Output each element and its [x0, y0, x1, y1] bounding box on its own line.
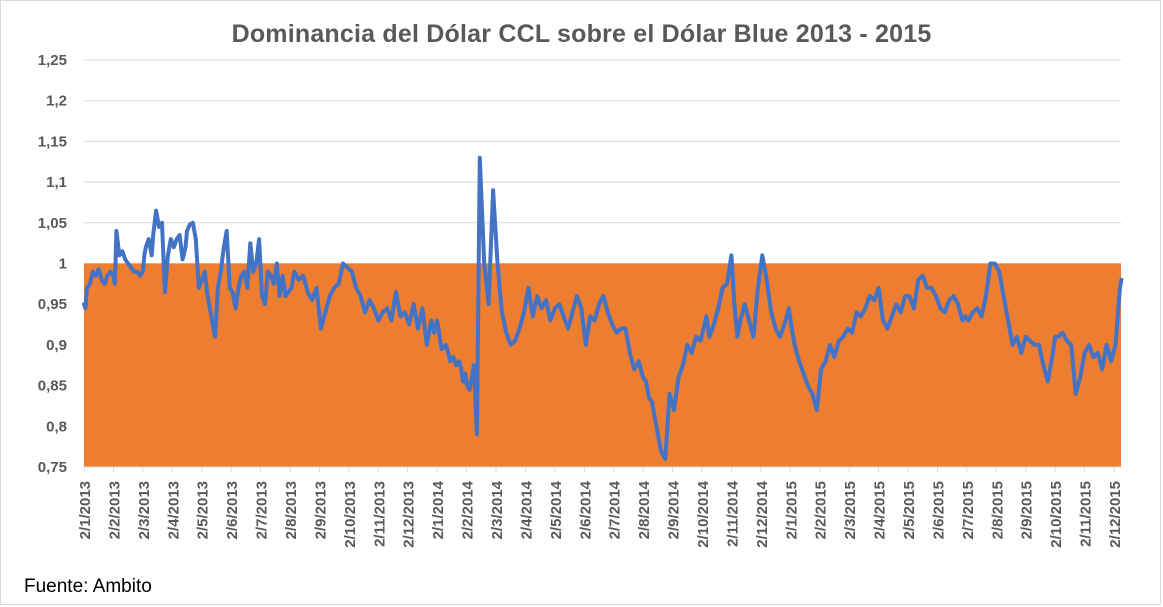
x-tick-label: 2/10/2015: [1048, 481, 1065, 548]
x-tick-label: 2/4/2013: [165, 481, 182, 539]
x-tick-label: 2/6/2015: [930, 481, 947, 539]
x-tick-label: 2/4/2014: [518, 480, 535, 539]
x-tick-label: 2/2/2013: [106, 481, 123, 539]
series-line: [82, 155, 1124, 461]
x-tick-label: 2/8/2014: [636, 480, 653, 539]
y-tick-label: 0,75: [38, 459, 67, 476]
x-tick-label: 2/1/2015: [783, 481, 800, 539]
x-tick-label: 2/6/2014: [577, 480, 594, 539]
chart-title: Dominancia del Dólar CCL sobre el Dólar …: [231, 20, 932, 48]
x-tick-label: 2/5/2014: [548, 480, 565, 539]
x-tick-label: 2/5/2013: [195, 481, 212, 539]
y-tick-label: 0,85: [38, 378, 67, 395]
source-note: Fuente: Ambito: [24, 576, 152, 597]
x-tick-label: 2/2/2015: [813, 481, 830, 539]
x-tick-label: 2/6/2013: [224, 481, 241, 539]
y-tick-label: 1: [59, 256, 67, 273]
x-tick-label: 2/3/2014: [489, 480, 506, 539]
x-tick-label: 2/9/2015: [1019, 481, 1036, 539]
x-tick-label: 2/1/2013: [77, 481, 94, 539]
x-tick-label: 2/3/2013: [136, 481, 153, 539]
y-tick-label: 1,15: [38, 133, 67, 150]
x-tick-label: 2/7/2015: [960, 481, 977, 539]
y-tick-label: 1,25: [38, 52, 67, 69]
y-tick-label: 0,8: [46, 418, 67, 435]
y-tick-label: 1,2: [46, 93, 67, 110]
x-tick-label: 2/9/2013: [312, 481, 329, 539]
x-tick-label: 2/5/2015: [901, 481, 918, 539]
x-tick-label: 2/12/2015: [1107, 481, 1124, 548]
x-tick-label: 2/7/2014: [607, 480, 624, 539]
y-tick-label: 1,1: [46, 174, 67, 191]
y-axis-labels: 0,75 0,8 0,85 0,9 0,95 1 1,05 1,1 1,15 1,2 1,25: [38, 52, 67, 476]
y-tick-label: 0,95: [38, 296, 67, 313]
x-tick-label: 2/11/2015: [1078, 481, 1095, 547]
x-tick-label: 2/4/2015: [872, 481, 889, 539]
x-tick-label: 2/7/2013: [254, 481, 271, 539]
x-tick-label: 2/2/2014: [460, 480, 477, 539]
x-tick-label: 2/11/2014: [724, 480, 741, 547]
x-tick-label: 2/12/2013: [401, 481, 418, 548]
x-axis-labels: 2/1/2013 2/2/2013 2/3/2013 2/4/2013 2/5/2013…: [77, 466, 1124, 548]
x-tick-label: 2/11/2013: [371, 481, 388, 547]
x-tick-label: 2/8/2013: [283, 481, 300, 539]
x-tick-label: 2/9/2014: [666, 480, 683, 539]
x-tick-label: 2/3/2015: [842, 481, 859, 539]
x-tick-label: 2/10/2014: [695, 480, 712, 547]
x-tick-label: 2/12/2014: [754, 480, 771, 547]
y-tick-label: 1,05: [38, 215, 67, 232]
x-tick-label: 2/1/2014: [430, 480, 447, 539]
x-tick-label: 2/10/2013: [342, 481, 359, 548]
y-tick-label: 0,9: [46, 337, 67, 354]
x-tick-label: 2/8/2015: [989, 481, 1006, 539]
